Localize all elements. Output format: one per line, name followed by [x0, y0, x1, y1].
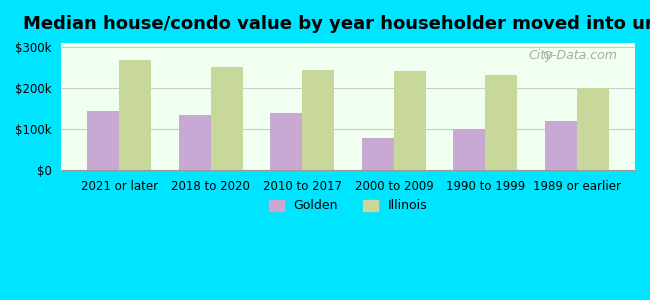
Bar	[577, 88, 609, 170]
Bar	[486, 75, 517, 170]
Title: Median house/condo value by year householder moved into unit: Median house/condo value by year househo…	[23, 15, 650, 33]
Bar	[394, 71, 426, 170]
Bar	[120, 60, 151, 170]
Bar	[454, 129, 486, 170]
Text: ⊙: ⊙	[543, 49, 554, 62]
Text: City-Data.com: City-Data.com	[529, 49, 617, 62]
Bar	[545, 121, 577, 170]
Bar	[87, 111, 120, 170]
Bar	[270, 113, 302, 170]
Bar	[179, 115, 211, 170]
Legend: Golden, Illinois: Golden, Illinois	[264, 194, 433, 218]
Bar	[302, 70, 335, 170]
Bar	[211, 67, 243, 170]
Bar	[362, 138, 394, 170]
